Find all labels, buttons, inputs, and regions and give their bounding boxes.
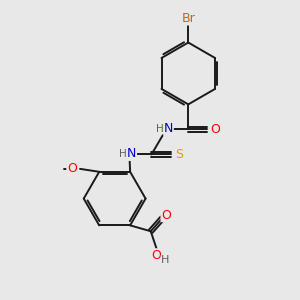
Text: N: N bbox=[127, 147, 136, 160]
Text: S: S bbox=[175, 148, 183, 161]
Text: H: H bbox=[119, 149, 127, 159]
Text: Br: Br bbox=[182, 12, 195, 25]
Text: H: H bbox=[161, 255, 169, 265]
Text: O: O bbox=[161, 208, 171, 222]
Text: O: O bbox=[211, 123, 220, 136]
Text: H: H bbox=[156, 124, 164, 134]
Text: O: O bbox=[67, 162, 77, 175]
Text: O: O bbox=[151, 249, 161, 262]
Text: N: N bbox=[164, 122, 173, 135]
